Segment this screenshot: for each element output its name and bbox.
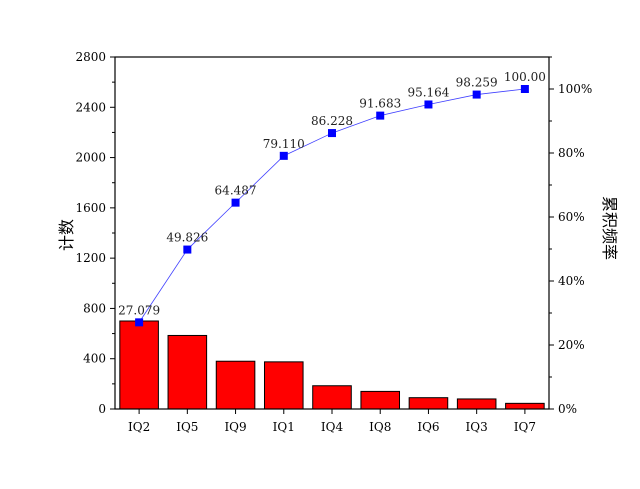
right-tick-label: 0% [558,402,577,416]
right-tick-label: 60% [558,210,585,224]
x-tick-label: IQ4 [321,420,344,434]
cumulative-point-iq7 [520,85,529,93]
bar-series [119,320,545,410]
cumulative-line-series: 27.079 49.826 64.487 79.110 86.228 91.683 95.1… [118,70,546,327]
cumulative-point-iq2 [135,318,144,327]
cumulative-data-label: 100.00 [504,70,546,84]
cumulative-point-iq5 [183,245,192,254]
left-axis-ticks: 0 400 800 1200 1600 2000 2400 2800 [75,50,115,416]
x-tick-label: IQ2 [128,420,150,434]
cumulative-data-label: 91.683 [359,97,401,111]
bar-iq2 [119,320,159,410]
left-tick-label: 1200 [75,251,106,265]
x-tick-label: IQ5 [176,420,198,434]
right-tick-label: 80% [558,146,585,160]
x-tick-label: IQ6 [417,420,439,434]
cumulative-data-label: 98.259 [456,76,498,90]
bar-iq8 [360,390,401,410]
cumulative-point-iq4 [328,129,336,138]
left-tick-label: 2400 [75,100,106,114]
x-tick-label: IQ8 [369,420,391,434]
x-axis-ticks: IQ2 IQ5 IQ9 IQ1 IQ4 IQ8 IQ6 IQ3 IQ7 [128,409,536,434]
left-tick-label: 800 [83,301,106,315]
cumulative-point-iq8 [376,111,385,120]
bar-iq9 [215,360,256,410]
x-tick-label: IQ3 [466,420,488,434]
cumulative-point-iq6 [424,100,433,109]
left-tick-label: 400 [83,352,106,366]
cumulative-point-iq1 [279,151,288,160]
right-tick-label: 20% [558,338,585,352]
left-axis-title: 计数 [57,219,76,251]
bar-iq4 [312,385,352,410]
bar-iq1 [263,361,304,410]
bar-iq7 [505,402,545,410]
right-axis-title: 累积频率 [600,196,619,260]
right-tick-label: 100% [558,82,592,96]
bar-iq5 [167,334,208,410]
x-tick-label: IQ9 [224,420,246,434]
right-tick-label: 40% [558,274,585,288]
cumulative-point-iq9 [231,198,240,207]
left-tick-label: 1600 [75,201,106,215]
left-tick-label: 2800 [75,50,106,64]
left-tick-label: 0 [98,402,106,416]
cumulative-data-label: 86.228 [311,114,353,128]
x-tick-label: IQ1 [273,420,295,434]
x-tick-label: IQ7 [514,420,536,434]
cumulative-data-label: 79.110 [263,137,305,151]
left-tick-label: 2000 [75,151,106,165]
cumulative-data-label: 27.079 [118,303,160,317]
cumulative-data-label: 49.826 [166,231,208,245]
bar-iq3 [456,398,497,410]
right-axis-ticks: 0% 20% 40% 60% 80% 100% [549,56,592,416]
cumulative-data-label: 64.487 [215,184,257,198]
bar-iq6 [408,397,449,410]
cumulative-point-iq3 [472,90,481,99]
cumulative-data-label: 95.164 [407,85,449,99]
